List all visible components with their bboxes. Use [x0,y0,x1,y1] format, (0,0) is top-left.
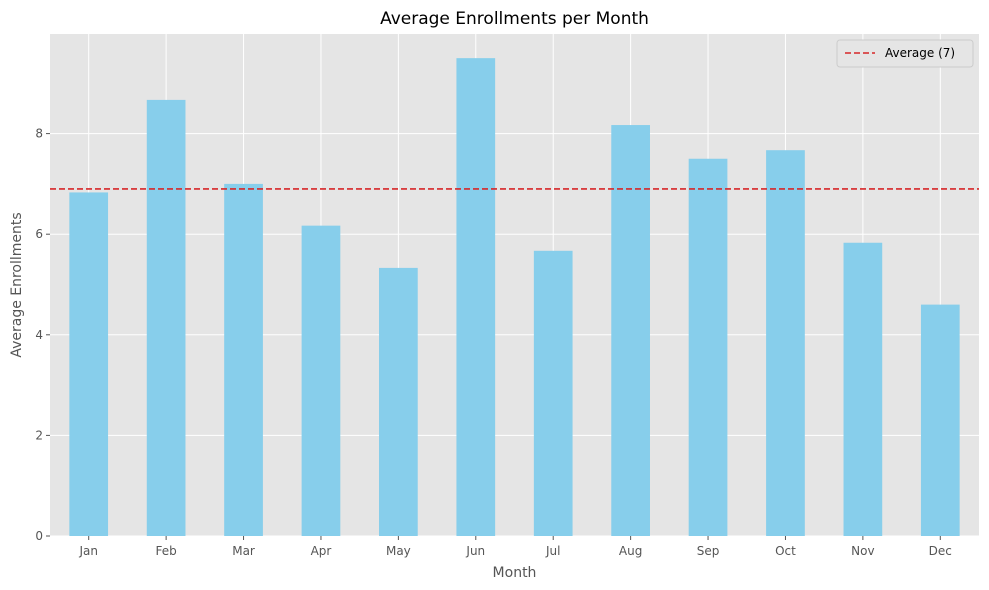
x-tick-label: Jun [465,544,485,558]
x-tick-label: Oct [775,544,796,558]
y-tick-label: 6 [35,227,43,241]
bar-sep [688,158,728,536]
y-tick-label: 0 [35,529,43,543]
x-tick-label: May [386,544,411,558]
bar-jul [533,250,573,536]
legend-box [836,39,974,68]
bar-dec [920,304,960,536]
bar-aug [611,125,650,536]
bar-feb [146,99,186,536]
y-tick-label: 8 [35,127,43,141]
bar-apr [301,225,341,536]
y-tick-label: 4 [35,328,43,342]
x-tick-label: Jul [545,544,560,558]
bars [69,58,960,536]
chart-title: Average Enrollments per Month [380,9,649,29]
x-tick-label: Sep [697,544,720,558]
bar-nov [843,242,883,536]
x-tick-label: Dec [929,544,952,558]
plot-area [50,34,979,536]
x-tick-label: Nov [851,544,874,558]
y-axis-title: Average Enrollments [9,212,25,357]
bar-oct [766,150,805,536]
axis-ticks: 0 2 4 6 8 Jan Feb Mar Apr May Jun Jul Aug Sep Oct Nov De… [35,127,952,558]
x-tick-label: Jan [78,544,98,558]
x-tick-label: Aug [619,544,642,558]
bar-jun [456,58,496,536]
bar-mar [224,183,263,536]
x-tick-label: Apr [311,544,332,558]
y-tick-label: 2 [35,428,43,442]
legend: Average (7) [836,39,974,68]
x-tick-label: Mar [232,544,255,558]
legend-label-average: Average (7) [885,46,955,60]
x-tick-label: Feb [156,544,177,558]
bar-jan [69,192,109,536]
bar-may [379,267,418,536]
x-axis-title: Month [493,565,537,581]
